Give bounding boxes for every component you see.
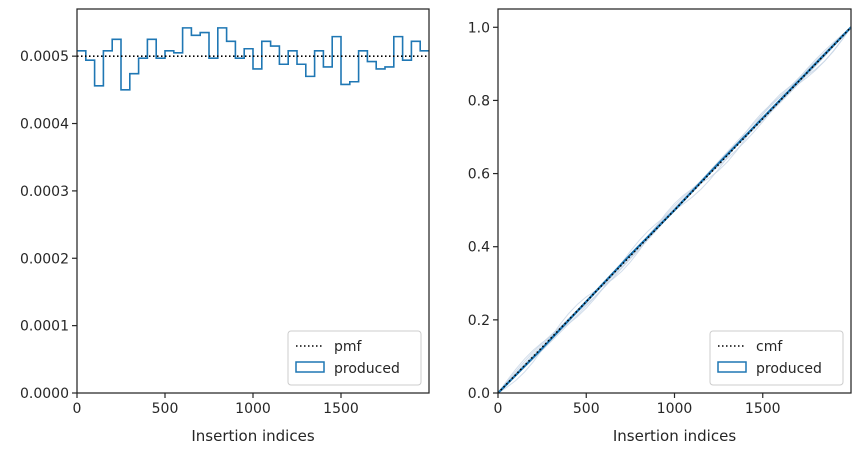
right-legend: cmf produced <box>709 330 844 386</box>
right-y-ticks: 0.0 0.2 0.4 0.6 0.8 1.0 <box>468 20 498 402</box>
left-x-tick-label: 500 <box>152 401 179 417</box>
right-y-tick-label: 0.6 <box>468 167 490 183</box>
right-x-ticks: 0 500 1000 1500 <box>494 393 781 417</box>
right-chart-panel: 0 500 1000 1500 0.0 0.2 0.4 0.6 0.8 1.0 Insertio… <box>468 8 852 445</box>
left-y-ticks: 0.0000 0.0001 0.0002 0.0003 0.0004 0.0005 <box>20 49 77 402</box>
left-axes-frame <box>76 8 430 394</box>
left-y-tick-label: 0.0005 <box>20 49 69 65</box>
right-faint-series-line <box>497 26 852 394</box>
left-legend-produced-swatch <box>295 361 325 373</box>
right-faint-series-line <box>497 26 852 394</box>
left-y-tick-label: 0.0002 <box>20 251 69 267</box>
left-x-axis-label: Insertion indices <box>191 427 314 445</box>
right-cmf-series <box>497 26 852 394</box>
right-x-tick-label: 500 <box>573 401 600 417</box>
right-y-tick-label: 0.8 <box>468 93 490 109</box>
right-y-tick-label: 1.0 <box>468 20 490 36</box>
right-y-tick-label: 0.2 <box>468 313 490 329</box>
right-legend-produced-label: produced <box>756 361 822 377</box>
left-x-tick-label: 1000 <box>235 401 271 417</box>
right-x-axis-label: Insertion indices <box>613 427 736 445</box>
left-y-tick-label: 0.0001 <box>20 319 69 335</box>
right-y-tick-label: 0.4 <box>468 240 490 256</box>
left-series-group <box>77 27 429 91</box>
left-chart-panel: 0 500 1000 1500 0.00000.00010.00020.00030.0… <box>20 8 430 445</box>
left-produced-histogram-series <box>77 27 429 91</box>
left-y-tick-label: 0.0004 <box>20 117 69 133</box>
right-legend-produced-swatch <box>717 361 747 373</box>
right-legend-cmf-label: cmf <box>756 339 783 355</box>
right-series-group <box>497 26 852 394</box>
right-axes-frame <box>497 8 852 394</box>
left-legend-produced-label: produced <box>334 361 400 377</box>
left-x-tick-label: 1500 <box>323 401 359 417</box>
left-x-ticks: 0 500 1000 1500 <box>73 393 359 417</box>
right-x-tick-label: 0 <box>494 401 503 417</box>
left-legend: pmf produced <box>287 330 422 386</box>
right-x-tick-label: 1500 <box>745 401 781 417</box>
left-x-tick-label: 0 <box>73 401 82 417</box>
left-legend-pmf-label: pmf <box>334 339 363 355</box>
left-y-tick-label: 0.0003 <box>20 184 69 200</box>
right-y-tick-label: 0.0 <box>468 386 490 402</box>
left-y-tick-label: 0.0000 <box>20 386 69 402</box>
right-x-tick-label: 1000 <box>657 401 693 417</box>
